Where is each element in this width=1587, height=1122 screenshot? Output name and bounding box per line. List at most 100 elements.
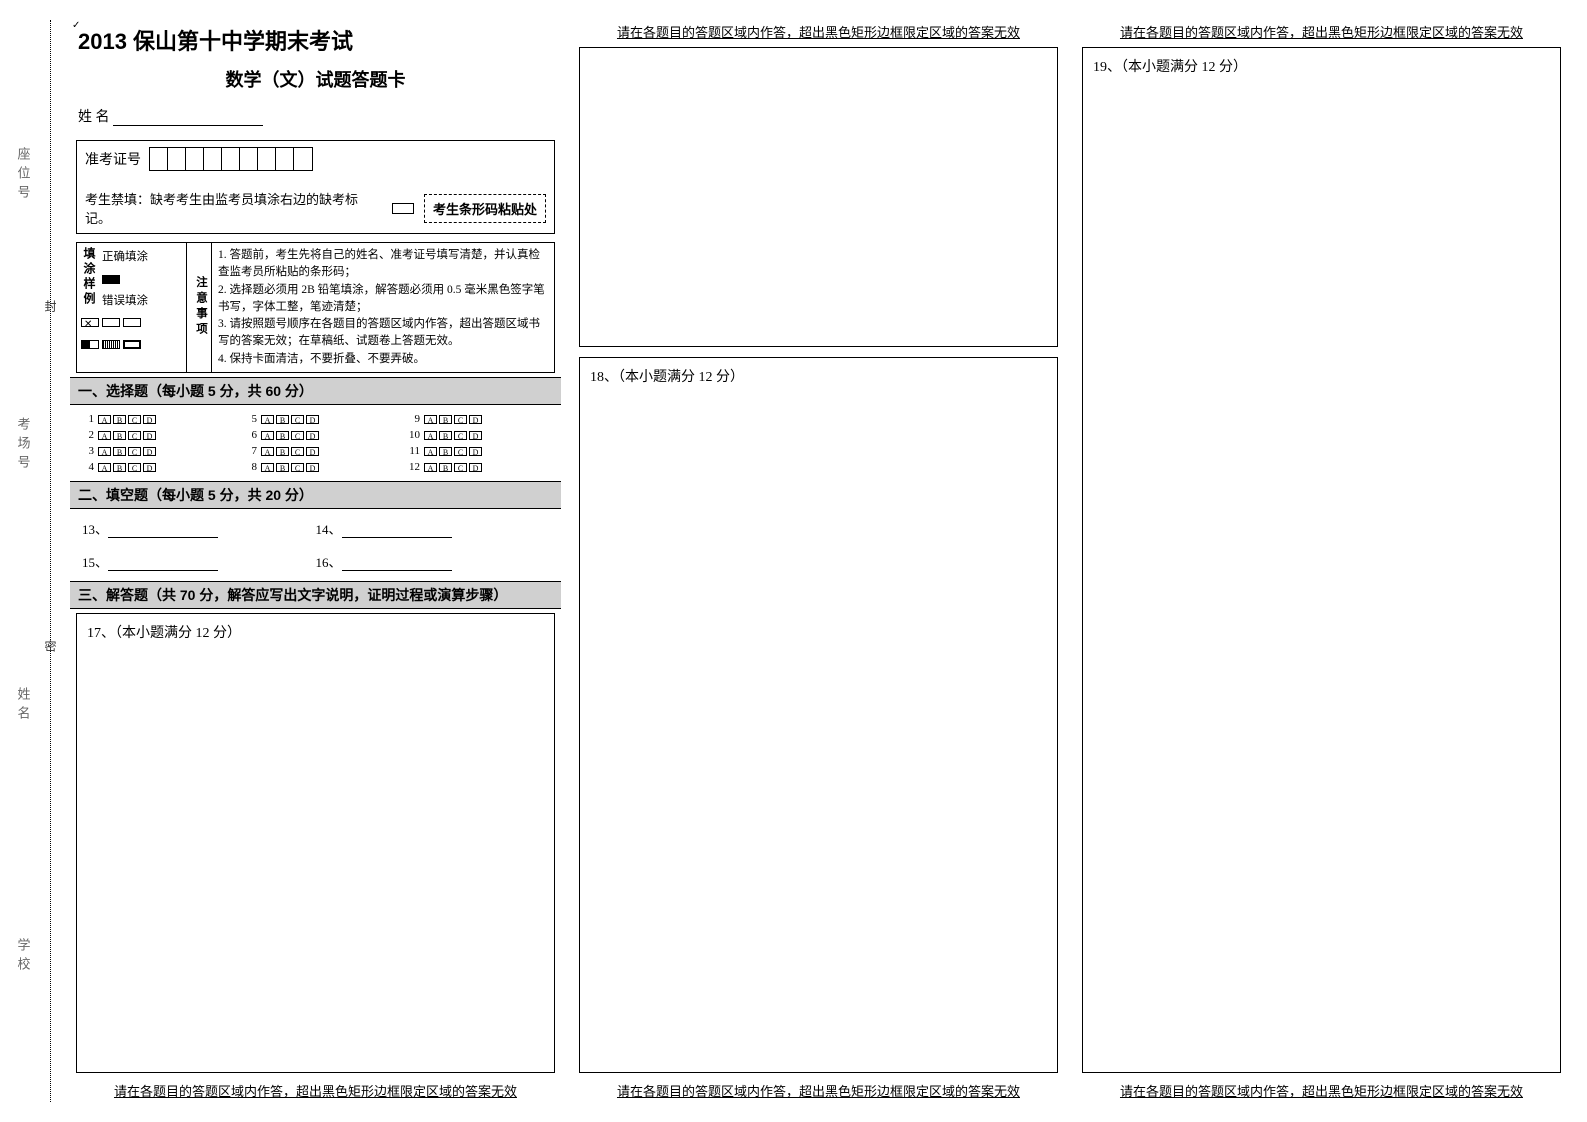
bubble-8-A[interactable]: A (261, 463, 274, 472)
bubble-4-A[interactable]: A (98, 463, 111, 472)
bubble-3-B[interactable]: B (113, 447, 126, 456)
bubble-7-A[interactable]: A (261, 447, 274, 456)
notice-text: 1. 答题前，考生先将自己的姓名、准考证号填写清楚，并认真检查监考员所粘贴的条形… (211, 243, 554, 372)
bubble-6-A[interactable]: A (261, 431, 274, 440)
bubble-9-B[interactable]: B (439, 415, 452, 424)
instruction-box: 填涂样例 正确填涂 错误填涂 注 (76, 242, 555, 373)
ticket-label: 准考证号 (85, 149, 141, 169)
col2-footer: 请在各题目的答题区域内作答，超出黑色矩形边框限定区域的答案无效 (573, 1079, 1064, 1102)
bubble-1-D[interactable]: D (143, 415, 156, 424)
bubble-5-B[interactable]: B (276, 415, 289, 424)
bubble-3-C[interactable]: C (128, 447, 141, 456)
fold-mark-bottom: 密 (42, 640, 59, 652)
q17-box[interactable]: 17、（本小题满分 12 分） (76, 613, 555, 1073)
col3-footer: 请在各题目的答题区域内作答，超出黑色矩形边框限定区域的答案无效 (1076, 1079, 1567, 1102)
mc-item-2[interactable]: 2ABCD (80, 429, 225, 441)
bubble-2-B[interactable]: B (113, 431, 126, 440)
bubble-6-C[interactable]: C (291, 431, 304, 440)
fb-15: 15、 (82, 555, 108, 570)
exam-title: 2013 保山第十中学期末考试 (70, 20, 561, 60)
q17-label: 17、（本小题满分 12 分） (87, 622, 544, 642)
wrong-fill-icon-3 (123, 318, 141, 327)
bubble-4-D[interactable]: D (143, 463, 156, 472)
col2-header: 请在各题目的答题区域内作答，超出黑色矩形边框限定区域的答案无效 (573, 20, 1064, 43)
bubble-11-D[interactable]: D (469, 447, 482, 456)
q19-box[interactable]: 19、（本小题满分 12 分） (1082, 47, 1561, 1073)
wrong-fill-icon-1 (81, 318, 99, 327)
mc-item-1[interactable]: 1ABCD (80, 413, 225, 425)
bubble-5-A[interactable]: A (261, 415, 274, 424)
notice-line-2: 2. 选择题必须用 2B 铅笔填涂，解答题必须用 0.5 毫米黑色签字笔书写，字… (218, 282, 548, 317)
bubble-10-C[interactable]: C (454, 431, 467, 440)
exam-subtitle: 数学（文）试题答题卡 (70, 60, 561, 102)
bubble-3-A[interactable]: A (98, 447, 111, 456)
bubble-1-C[interactable]: C (128, 415, 141, 424)
bubble-8-C[interactable]: C (291, 463, 304, 472)
bubble-2-A[interactable]: A (98, 431, 111, 440)
mc-item-10[interactable]: 10ABCD (406, 429, 551, 441)
bubble-11-A[interactable]: A (424, 447, 437, 456)
bubble-12-B[interactable]: B (439, 463, 452, 472)
mc-item-5[interactable]: 5ABCD (243, 413, 388, 425)
bubble-1-B[interactable]: B (113, 415, 126, 424)
name-label: 姓 名 (78, 110, 110, 125)
fill-blank-area: 13、 14、 15、 16、 (70, 509, 561, 581)
ticket-number-boxes[interactable] (149, 147, 313, 171)
bubble-12-D[interactable]: D (469, 463, 482, 472)
wrong-fill-icon-4 (81, 340, 99, 349)
fb-13-blank[interactable] (108, 537, 218, 538)
mc-item-8[interactable]: 8ABCD (243, 461, 388, 473)
barcode-area: 考生条形码粘贴处 (424, 194, 546, 223)
bubble-8-D[interactable]: D (306, 463, 319, 472)
mc-item-3[interactable]: 3ABCD (80, 445, 225, 457)
fold-mark-top: 封 (42, 300, 59, 312)
bubble-10-B[interactable]: B (439, 431, 452, 440)
name-blank[interactable] (113, 125, 263, 126)
bubble-5-C[interactable]: C (291, 415, 304, 424)
mc-item-11[interactable]: 11ABCD (406, 445, 551, 457)
bubble-11-B[interactable]: B (439, 447, 452, 456)
col3-header: 请在各题目的答题区域内作答，超出黑色矩形边框限定区域的答案无效 (1076, 20, 1567, 43)
fb-14-blank[interactable] (342, 537, 452, 538)
bubble-7-D[interactable]: D (306, 447, 319, 456)
name-row: 姓 名 (70, 102, 561, 136)
bubble-2-C[interactable]: C (128, 431, 141, 440)
bubble-9-A[interactable]: A (424, 415, 437, 424)
bubble-12-A[interactable]: A (424, 463, 437, 472)
mc-item-9[interactable]: 9ABCD (406, 413, 551, 425)
q18-box[interactable]: 18、（本小题满分 12 分） (579, 357, 1058, 1073)
col1-footer: 请在各题目的答题区域内作答，超出黑色矩形边框限定区域的答案无效 (70, 1079, 561, 1102)
absent-mark-box[interactable] (392, 203, 414, 214)
bubble-5-D[interactable]: D (306, 415, 319, 424)
fb-13: 13、 (82, 522, 108, 537)
bubble-9-C[interactable]: C (454, 415, 467, 424)
wrong-fill-icon-6 (123, 340, 141, 349)
mc-item-6[interactable]: 6ABCD (243, 429, 388, 441)
notice-line-3: 3. 请按照题号顺序在各题目的答题区域内作答，超出答题区域书写的答案无效；在草稿… (218, 316, 548, 351)
bubble-1-A[interactable]: A (98, 415, 111, 424)
forbid-text: 考生禁填：缺考考生由监考员填涂右边的缺考标记。 (85, 189, 382, 227)
bubble-8-B[interactable]: B (276, 463, 289, 472)
fold-line (50, 20, 51, 1102)
fb-15-blank[interactable] (108, 570, 218, 571)
mc-item-7[interactable]: 7ABCD (243, 445, 388, 457)
bubble-4-B[interactable]: B (113, 463, 126, 472)
bubble-11-C[interactable]: C (454, 447, 467, 456)
mc-item-4[interactable]: 4ABCD (80, 461, 225, 473)
room-label: 考场号 (14, 417, 33, 474)
bubble-3-D[interactable]: D (143, 447, 156, 456)
bubble-2-D[interactable]: D (143, 431, 156, 440)
bubble-10-D[interactable]: D (469, 431, 482, 440)
fb-16-blank[interactable] (342, 570, 452, 571)
bubble-6-D[interactable]: D (306, 431, 319, 440)
bubble-7-B[interactable]: B (276, 447, 289, 456)
bubble-6-B[interactable]: B (276, 431, 289, 440)
bubble-4-C[interactable]: C (128, 463, 141, 472)
bubble-10-A[interactable]: A (424, 431, 437, 440)
section2-head: 二、填空题（每小题 5 分，共 20 分） (70, 481, 561, 509)
q17-continued-box[interactable] (579, 47, 1058, 347)
bubble-7-C[interactable]: C (291, 447, 304, 456)
bubble-9-D[interactable]: D (469, 415, 482, 424)
mc-item-12[interactable]: 12ABCD (406, 461, 551, 473)
bubble-12-C[interactable]: C (454, 463, 467, 472)
